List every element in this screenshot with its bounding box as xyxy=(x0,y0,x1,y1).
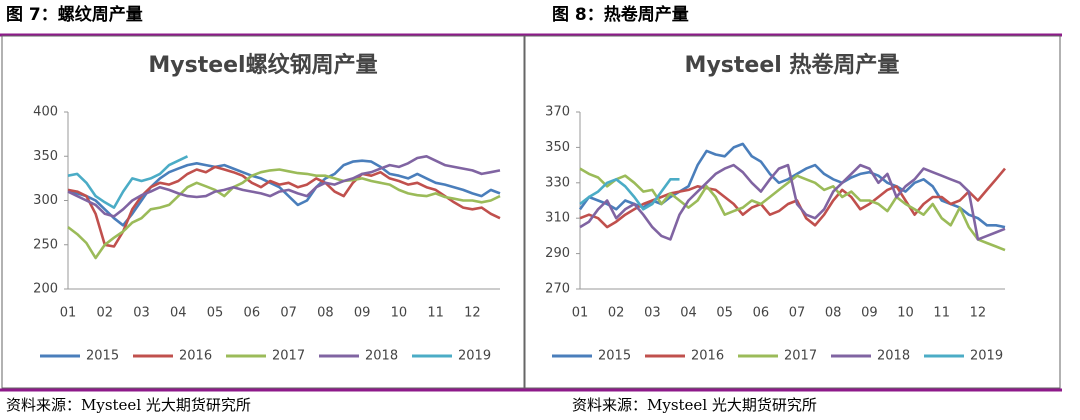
source-note: 资料来源：Mysteel 光大期货研究所 xyxy=(6,396,251,414)
legend-label: 2017 xyxy=(272,349,305,364)
legend-label: 2015 xyxy=(598,349,631,364)
x-tick-label: 08 xyxy=(317,306,334,321)
legend-label: 2016 xyxy=(179,349,212,364)
series-line xyxy=(579,178,680,211)
x-tick-label: 04 xyxy=(170,306,187,321)
y-tick-label: 400 xyxy=(33,105,58,120)
x-tick-label: 10 xyxy=(897,306,914,321)
series-line xyxy=(67,168,501,260)
y-tick-label: 270 xyxy=(545,282,570,297)
y-tick-label: 310 xyxy=(545,211,570,226)
y-tick-label: 330 xyxy=(545,175,570,190)
series-line xyxy=(67,165,501,248)
series-line xyxy=(579,163,1006,241)
x-tick-label: 03 xyxy=(133,306,150,321)
x-tick-label: 02 xyxy=(608,306,625,321)
x-tick-label: 07 xyxy=(280,306,297,321)
x-tick-label: 06 xyxy=(753,306,770,321)
x-tick-label: 12 xyxy=(464,306,481,321)
x-tick-label: 09 xyxy=(861,306,878,321)
x-tick-label: 08 xyxy=(825,306,842,321)
x-tick-label: 02 xyxy=(96,306,113,321)
x-tick-label: 01 xyxy=(60,306,77,321)
x-tick-label: 06 xyxy=(244,306,261,321)
chart-title: Mysteel螺纹钢周产量 xyxy=(148,52,377,78)
chart-frame xyxy=(1,35,525,389)
y-tick-label: 370 xyxy=(545,105,570,120)
x-tick-label: 10 xyxy=(391,306,408,321)
source-note: 资料来源：Mysteel 光大期货研究所 xyxy=(572,396,817,414)
series-line xyxy=(579,167,1006,229)
x-tick-label: 05 xyxy=(716,306,733,321)
x-tick-label: 09 xyxy=(354,306,371,321)
x-tick-label: 07 xyxy=(789,306,806,321)
series-line xyxy=(67,155,501,218)
legend-label: 2016 xyxy=(691,349,724,364)
x-tick-label: 04 xyxy=(680,306,697,321)
chart-title: Mysteel 热卷周产量 xyxy=(685,52,900,78)
legend-label: 2019 xyxy=(970,349,1003,364)
x-tick-label: 05 xyxy=(207,306,224,321)
legend-label: 2017 xyxy=(784,349,817,364)
x-tick-label: 12 xyxy=(970,306,987,321)
y-tick-label: 350 xyxy=(545,140,570,155)
y-tick-label: 290 xyxy=(545,246,570,261)
y-tick-label: 250 xyxy=(33,237,58,252)
x-tick-label: 11 xyxy=(933,306,950,321)
figure-heading: 图 7：螺纹周产量 xyxy=(6,4,143,25)
legend-label: 2018 xyxy=(877,349,910,364)
chart-frame xyxy=(524,35,1061,389)
series-line xyxy=(67,155,189,209)
legend-label: 2018 xyxy=(365,349,398,364)
y-tick-label: 300 xyxy=(33,193,58,208)
x-tick-label: 11 xyxy=(427,306,444,321)
y-tick-label: 350 xyxy=(33,149,58,164)
x-tick-label: 01 xyxy=(572,306,589,321)
figure-heading: 图 8：热卷周产量 xyxy=(552,4,689,25)
legend-label: 2015 xyxy=(86,349,119,364)
legend-label: 2019 xyxy=(458,349,491,364)
x-tick-label: 03 xyxy=(644,306,661,321)
y-tick-label: 200 xyxy=(33,282,58,297)
